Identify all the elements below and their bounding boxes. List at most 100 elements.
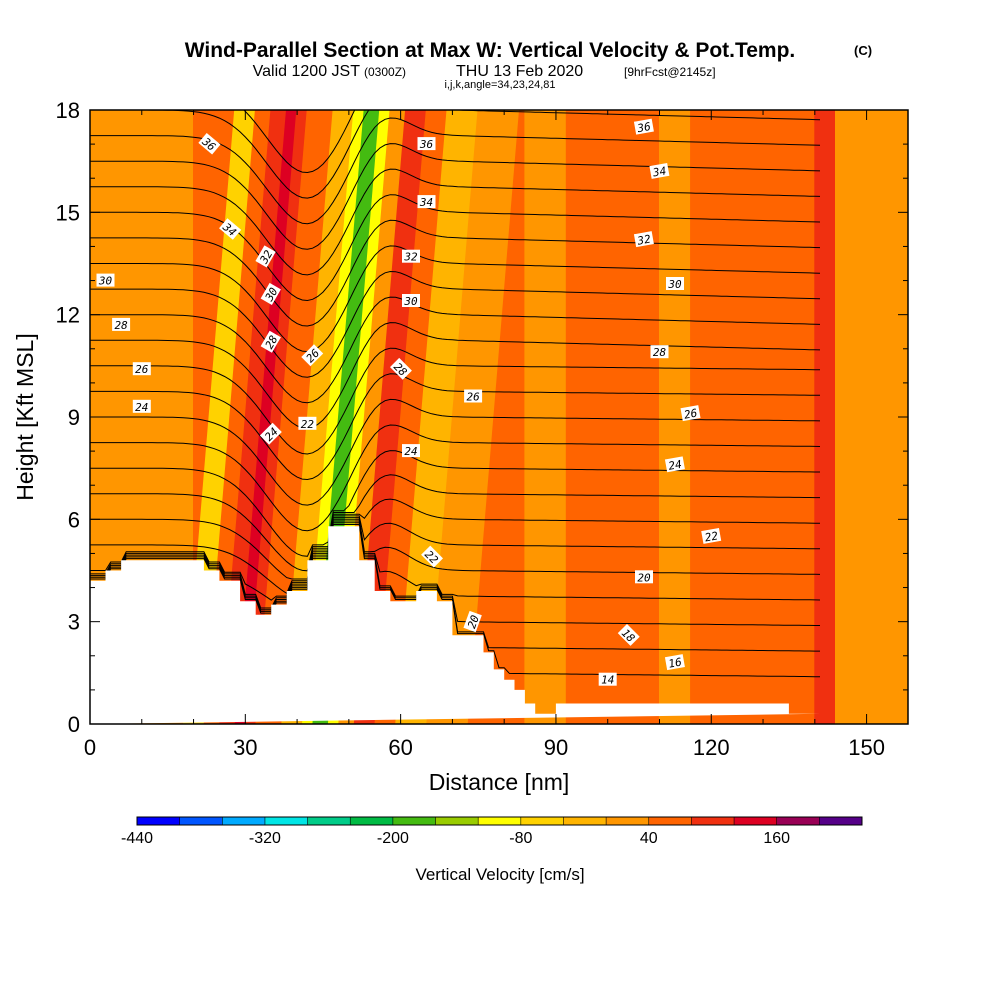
colorbar-swatch	[350, 817, 394, 825]
contour-label-29: 20	[635, 570, 653, 584]
colorbar-swatch	[392, 817, 436, 825]
svg-text:20: 20	[637, 571, 651, 584]
isentrope-28	[90, 296, 821, 404]
y-tick-label: 18	[56, 98, 80, 123]
svg-text:36: 36	[419, 138, 434, 151]
x-tick-label: 150	[848, 735, 885, 760]
svg-text:24: 24	[404, 445, 417, 458]
contour-label-24: 30	[666, 277, 684, 291]
velocity-band-18	[524, 110, 567, 724]
contour-label-32: 14	[598, 672, 617, 687]
velocity-band-5	[234, 110, 298, 724]
velocity-band-7	[255, 110, 334, 724]
colorbar-label: Vertical Velocity [cm/s]	[415, 865, 584, 884]
isentrope-23	[90, 424, 821, 532]
terrain-mask	[90, 526, 820, 724]
x-axis-label: Distance [nm]	[429, 769, 570, 795]
colorbar-frame	[136, 816, 863, 826]
colorbar-swatch	[520, 817, 564, 825]
velocity-band-6	[245, 110, 308, 724]
contour-label-2: 32	[255, 245, 276, 268]
isentrope-24	[90, 398, 821, 506]
svg-text:32: 32	[257, 248, 276, 267]
colorbar-swatch	[691, 817, 735, 825]
svg-text:34: 34	[419, 196, 433, 209]
x-axis: 0 30 60 90 120 150	[84, 110, 885, 760]
contour-label-10: 26	[132, 362, 151, 376]
y-axis-label: Height [Kft MSL]	[12, 333, 38, 500]
contour-label-15: 30	[402, 294, 420, 308]
contour-label-14: 32	[402, 249, 420, 264]
svg-text:34: 34	[651, 164, 667, 179]
y-tick-label: 9	[68, 405, 80, 430]
isentrope-15	[90, 522, 820, 652]
svg-text:32: 32	[635, 232, 652, 247]
velocity-band-14	[374, 110, 448, 724]
isentrope-32	[90, 194, 821, 302]
colorbar-tick-label: -440	[121, 830, 153, 847]
colorbar-tick-label: -320	[249, 830, 281, 847]
svg-text:24: 24	[135, 401, 148, 414]
isentrope-27	[90, 322, 821, 429]
velocity-band-8	[281, 110, 355, 724]
contour-label-18: 24	[402, 444, 420, 458]
y-tick-label: 0	[68, 712, 80, 737]
contour-label-9: 28	[112, 317, 131, 332]
isentrope-22	[90, 450, 820, 557]
svg-text:30: 30	[98, 275, 113, 288]
contour-label-28: 22	[701, 527, 722, 544]
colorbar-tick-label: 40	[640, 830, 658, 847]
svg-text:22: 22	[704, 529, 720, 544]
svg-text:28: 28	[653, 346, 667, 359]
svg-text:36: 36	[635, 120, 652, 135]
x-tick-label: 60	[388, 735, 412, 760]
x-tick-label: 120	[693, 735, 730, 760]
isentrope-31	[90, 219, 821, 327]
colorbar-swatch	[264, 817, 308, 825]
contour-label-20: 20	[463, 610, 482, 633]
contour-label-7: 22	[298, 416, 317, 431]
isentrope-20	[90, 498, 820, 580]
isentrope-36	[90, 110, 821, 199]
x-tick-label: 30	[233, 735, 257, 760]
subtitle: Valid 1200 JST (0300Z) THU 13 Feb 2020 […	[253, 63, 716, 80]
colorbar-swatch	[819, 817, 863, 825]
svg-text:28: 28	[114, 319, 128, 332]
colorbar-tick-label: 160	[763, 830, 790, 847]
isentrope-25	[90, 373, 821, 481]
svg-text:22: 22	[301, 418, 315, 431]
colorbar-swatch	[734, 817, 778, 825]
contour-label-17: 26	[464, 389, 483, 404]
chart-title: Wind-Parallel Section at Max W: Vertical…	[185, 39, 796, 62]
x-tick-label: 90	[544, 735, 568, 760]
colorbar-tick-label: -200	[377, 830, 409, 847]
colorbar-swatch	[478, 817, 522, 825]
isentrope-contours	[90, 110, 821, 678]
isentrope-21	[90, 474, 820, 572]
svg-text:16: 16	[667, 655, 683, 670]
velocity-band-22	[814, 110, 836, 724]
colorbar-swatch	[307, 817, 351, 825]
svg-text:26: 26	[683, 406, 699, 421]
colorbar-swatch	[563, 817, 607, 825]
y-axis: 0 36 9 12 15 18	[56, 98, 908, 737]
velocity-band-23	[835, 110, 908, 724]
subtitle-forecast: [9hrFcst@2145z]	[624, 65, 716, 79]
contour-label-11: 24	[132, 399, 151, 414]
isentrope-18	[90, 517, 821, 601]
isentrope-17	[90, 518, 821, 609]
subtitle-utc: (0300Z)	[364, 65, 406, 79]
velocity-band-21	[690, 110, 816, 724]
y-tick-label: 12	[56, 303, 80, 328]
plot-area: 36 34 32 30 28 26 24 22 30 28 26 24 36 34 32 30 28 26 24 22…	[90, 110, 908, 724]
contour-label-12: 36	[417, 137, 436, 151]
contour-label-23: 32	[633, 231, 654, 248]
x-tick-label: 0	[84, 735, 96, 760]
velocity-band-20	[659, 110, 692, 724]
colorbar-swatch	[776, 817, 820, 825]
svg-text:30: 30	[262, 285, 281, 304]
subtitle-valid: Valid 1200 JST	[253, 63, 361, 80]
contour-label-13: 34	[417, 195, 436, 209]
y-tick-label: 15	[56, 200, 80, 225]
colorbar-swatch	[179, 817, 223, 825]
